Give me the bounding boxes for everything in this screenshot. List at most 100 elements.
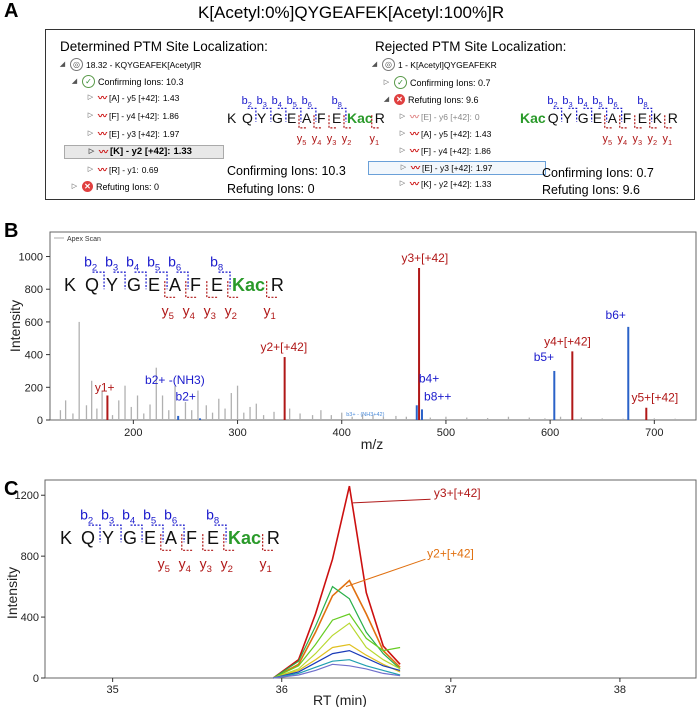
b-ion-bracket <box>92 271 105 290</box>
xic-trace <box>273 643 401 679</box>
panel-a-title: K[Acetyl:0%]QYGEAFEK[Acetyl:100%]R <box>198 3 504 23</box>
expand-triangle-icon[interactable]: ◢ <box>59 60 66 68</box>
tree-node-confirming[interactable]: ◢ ✓ Confirming Ions: 10.3 <box>70 75 184 88</box>
residue-letter: Y <box>106 275 118 295</box>
residue-letter: E <box>207 528 219 548</box>
collapsed-triangle-icon[interactable]: ▷ <box>399 113 406 120</box>
y-tick-label: 600 <box>25 317 43 329</box>
tree-node-confirming[interactable]: ▷ ✓ Confirming Ions: 0.7 <box>382 76 491 89</box>
refuting-group-label: Refuting Ions: 9.6 <box>408 94 479 105</box>
ion-label: [E] - y3 [+42]: <box>109 129 160 139</box>
collapsed-triangle-icon[interactable]: ▷ <box>87 94 94 101</box>
x-tick-label: 600 <box>541 427 559 439</box>
b-ion-bracket <box>113 271 126 290</box>
tree-leaf[interactable]: ▷ 〰 [E] - y6 [+42]: 0 <box>398 112 480 122</box>
expand-triangle-icon[interactable]: ◢ <box>383 95 390 103</box>
cross-icon: ✕ <box>394 94 405 105</box>
ptm-localization-panel: Determined PTM Site Localization: ◢ ◎ 18… <box>45 29 695 200</box>
tree-root-label: 1 - K[Acetyl]QYGEAFEKR <box>398 59 497 70</box>
collapsed-triangle-icon[interactable]: ▷ <box>399 130 406 137</box>
y-ion-label: y3 <box>200 555 212 575</box>
collapsed-triangle-icon[interactable]: ▷ <box>87 166 94 173</box>
spectrum-icon: 〰 <box>411 163 420 173</box>
tree-leaf[interactable]: ▷ 〰 [A] - y5 [+42]: 1.43 <box>86 93 180 103</box>
residue-letter: Y <box>102 528 114 548</box>
tree-leaf[interactable]: ▷ 〰 [F] - y4 [+42]: 1.86 <box>86 111 179 121</box>
tree-leaf[interactable]: ▷ 〰 [K] - y2 [+42]: 1.33 <box>398 179 492 189</box>
spectrum-icon: 〰 <box>98 93 107 103</box>
collapsed-triangle-icon[interactable]: ▷ <box>87 112 94 119</box>
b8-annotation: b8++ <box>424 389 451 403</box>
x-tick-label: 300 <box>228 427 246 439</box>
residue-letter: A <box>165 528 177 548</box>
determined-header: Determined PTM Site Localization: <box>60 39 268 54</box>
expand-triangle-icon[interactable]: ◢ <box>371 60 378 68</box>
x-axis-label: m/z <box>361 436 384 452</box>
b-ion-label: b3 <box>105 254 118 274</box>
b5-annotation: b5+ <box>534 350 554 364</box>
residue-letter: A <box>169 275 181 295</box>
tree-leaf[interactable]: ▷ 〰 [A] - y5 [+42]: 1.43 <box>398 129 492 139</box>
xic-trace <box>272 579 401 679</box>
y4-annotation: y4+[+42] <box>544 334 591 348</box>
tree-node-refuting[interactable]: ▷ ✕ Refuting Ions: 0 <box>70 181 159 192</box>
x-tick-label: 700 <box>645 427 663 439</box>
collapsed-triangle-icon[interactable]: ▷ <box>399 180 406 187</box>
ion-score: 0 <box>474 112 480 122</box>
xic-trace <box>272 585 401 679</box>
tree-leaf[interactable]: ▷ 〰 [F] - y4 [+42]: 1.86 <box>398 146 491 156</box>
b-ion-bracket <box>172 524 185 543</box>
confirming-group-label: Confirming Ions: 0.7 <box>410 77 491 88</box>
collapsed-triangle-icon[interactable]: ▷ <box>383 78 390 86</box>
y-ion-label: y2 <box>221 555 233 575</box>
legend-label: Apex Scan <box>67 236 101 243</box>
y-axis-label: Intensity <box>7 300 23 352</box>
y-tick-label: 1200 <box>15 490 39 502</box>
y-ion-label: y5 <box>162 302 174 322</box>
residue-letter: K <box>64 275 76 295</box>
collapsed-triangle-icon[interactable]: ▷ <box>88 148 95 155</box>
ion-score: 1.97 <box>162 129 180 139</box>
ion-score: 1.97 <box>475 163 493 173</box>
y5-annotation: y5+[+42] <box>631 391 678 405</box>
confirming-ions-text: Confirming Ions: 10.3 <box>227 164 346 178</box>
rejected-header: Rejected PTM Site Localization: <box>375 39 567 54</box>
tree-leaf-selected[interactable]: ▷ 〰 [K] - y2 [+42]: 1.33 <box>64 145 224 159</box>
spectrum-icon: 〰 <box>410 112 419 122</box>
tree-root-determined[interactable]: ◢ ◎ 18.32 - KQYGEAFEK[Acetyl]R <box>58 58 201 71</box>
y2-arrow <box>345 558 426 588</box>
tree-root-rejected[interactable]: ◢ ◎ 1 - K[Acetyl]QYGEAFEKR <box>370 58 497 71</box>
confirming-group-label: Confirming Ions: 10.3 <box>98 76 184 87</box>
spectrum-icon: 〰 <box>410 129 419 139</box>
residue-letter: F <box>190 275 201 295</box>
spectrum-icon: 〰 <box>98 111 107 121</box>
b-ion-bracket <box>130 524 143 543</box>
xic-trace <box>273 622 401 679</box>
collapsed-triangle-icon[interactable]: ▷ <box>399 147 406 154</box>
tree-leaf[interactable]: ▷ 〰 [R] - y1: 0.69 <box>86 165 159 175</box>
checkmark-icon: ✓ <box>82 75 95 88</box>
b-ion-label: b8 <box>206 507 219 527</box>
collapsed-triangle-icon[interactable]: ▷ <box>400 164 407 171</box>
collapsed-triangle-icon[interactable]: ▷ <box>87 130 94 137</box>
expand-triangle-icon[interactable]: ◢ <box>71 77 78 85</box>
y-tick-label: 200 <box>25 382 43 394</box>
title-middle: QYGEAFE <box>294 3 377 22</box>
chromatogram-chart: 0 400 800 1200 35 36 37 38 RT (min) Intensity y3+[… <box>4 479 697 707</box>
ion-score: 0.69 <box>141 165 159 175</box>
x-tick-label: 200 <box>124 427 142 439</box>
y-tick-label: 0 <box>33 673 39 685</box>
collapsed-triangle-icon[interactable]: ▷ <box>71 182 78 190</box>
x-tick-label: 37 <box>445 684 457 696</box>
y-ion-bracket <box>266 281 279 298</box>
spectrum-icon: 〰 <box>98 129 107 139</box>
residue-letter: Kac <box>228 528 261 548</box>
spectrum-icon: 〰 <box>410 146 419 156</box>
tree-node-refuting[interactable]: ◢ ✕ Refuting Ions: 9.6 <box>382 94 479 105</box>
tree-leaf-selected[interactable]: ▷ 〰 [E] - y3 [+42]: 1.97 <box>368 161 546 175</box>
tree-leaf[interactable]: ▷ 〰 [E] - y3 [+42]: 1.97 <box>86 129 180 139</box>
x-tick-label: 36 <box>276 684 288 696</box>
xic-trace <box>273 649 401 679</box>
y-ion-bracket <box>202 534 215 551</box>
checkmark-icon: ✓ <box>394 76 407 89</box>
